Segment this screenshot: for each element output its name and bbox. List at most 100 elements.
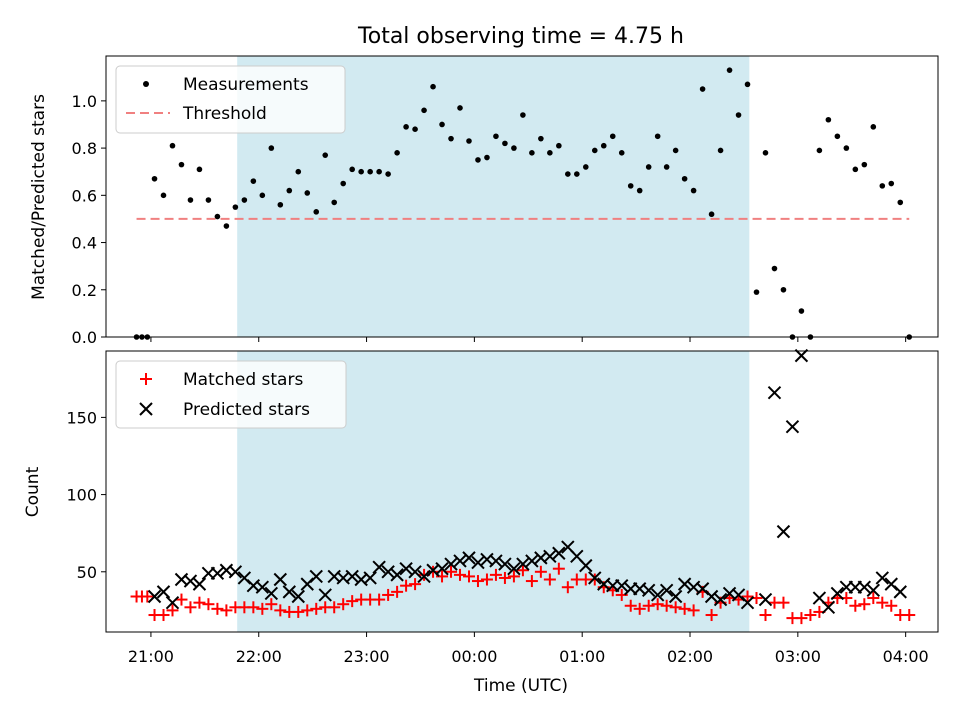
bottom-predicted-points <box>147 348 907 615</box>
measurement-point <box>574 171 580 177</box>
matched-star-point <box>651 598 664 611</box>
predicted-star-point <box>444 557 458 571</box>
measurement-point <box>457 105 463 111</box>
predicted-star-point <box>785 419 800 434</box>
x-tick-label: 23:00 <box>344 647 390 666</box>
measurement-point <box>753 289 760 295</box>
measurement-point <box>663 164 670 170</box>
matched-star-point <box>498 571 511 584</box>
measurement-point <box>394 150 400 156</box>
measurement-point <box>744 81 751 88</box>
matched-star-point <box>292 605 305 618</box>
matched-star-point <box>777 596 790 609</box>
measurement-point <box>502 140 508 147</box>
measurement-point <box>529 150 535 156</box>
measurement-point <box>484 154 490 161</box>
measurement-point <box>726 67 733 73</box>
measurement-point <box>358 168 364 175</box>
matched-star-point <box>301 604 314 617</box>
matched-star-point <box>678 602 691 615</box>
measurement-point <box>367 168 373 175</box>
predicted-star-point <box>767 385 782 400</box>
predicted-star-point <box>345 569 359 584</box>
measurement-point <box>241 197 248 203</box>
matched-star-point <box>256 602 269 615</box>
predicted-star-point <box>498 557 512 571</box>
matched-star-point <box>660 599 673 612</box>
measurement-point <box>762 150 769 156</box>
predicted-star-point <box>588 571 602 585</box>
measurement-point <box>556 142 562 149</box>
bottom-y-ticks: 50 100 150 <box>66 408 106 582</box>
measurement-point <box>636 187 643 194</box>
bottom-y-axis-label: Count <box>23 466 43 517</box>
top-y-tick-label: 0.4 <box>72 234 97 253</box>
predicted-star-point <box>282 585 296 599</box>
matched-star-point <box>876 596 889 609</box>
top-plot-frame <box>105 55 939 338</box>
matched-star-point <box>391 585 404 598</box>
matched-star-point <box>471 575 484 588</box>
predicted-star-point <box>318 588 332 602</box>
matched-star-point <box>211 602 224 615</box>
predicted-star-point <box>507 561 521 576</box>
measurement-point <box>349 166 355 173</box>
matched-star-point <box>409 578 422 591</box>
predicted-star-point <box>579 558 593 573</box>
bottom-y-tick-label: 150 <box>66 408 97 427</box>
top-y-tick-label: 0.8 <box>72 139 97 158</box>
measurement-point <box>717 147 724 154</box>
bottom-legend-box <box>115 360 347 429</box>
measurement-point <box>475 157 481 163</box>
matched-star-point <box>202 598 215 611</box>
measurement-point <box>232 204 239 210</box>
measurement-point <box>816 147 823 154</box>
measurement-point <box>151 175 158 182</box>
bottom-matched-points <box>130 562 916 625</box>
predicted-star-point <box>183 574 198 588</box>
measurement-point <box>403 124 409 130</box>
x-tick-label: 01:00 <box>559 647 605 666</box>
x-axis-label: Time (UTC) <box>473 676 568 696</box>
predicted-star-point <box>273 572 288 587</box>
matched-star-point <box>220 604 233 617</box>
measurement-point <box>870 124 877 130</box>
predicted-star-point <box>228 565 243 579</box>
measurement-point <box>861 161 868 168</box>
measurement-point <box>771 265 778 272</box>
measurement-point <box>645 164 652 170</box>
predicted-star-point <box>659 583 674 598</box>
matched-star-point <box>561 581 574 594</box>
legend-predicted-label: Predicted stars <box>183 400 310 420</box>
measurement-point <box>843 145 850 151</box>
measurement-point <box>538 135 544 142</box>
measurement-point <box>376 168 382 175</box>
predicted-star-point <box>704 589 719 604</box>
predicted-star-point <box>830 586 845 601</box>
measurement-point <box>160 192 167 199</box>
predicted-star-point <box>857 580 872 594</box>
predicted-star-point <box>255 580 270 594</box>
matched-star-point <box>346 595 359 608</box>
measurement-point <box>286 187 293 194</box>
legend-measurements-marker <box>143 81 149 87</box>
predicted-star-point <box>210 566 225 581</box>
matched-star-point <box>552 562 565 575</box>
predicted-star-point <box>453 554 467 568</box>
predicted-star-point <box>516 557 530 571</box>
x-tick-label: 03:00 <box>775 647 821 666</box>
predicted-star-point <box>435 561 449 576</box>
measurement-point <box>313 209 320 215</box>
predicted-star-point <box>677 577 692 591</box>
legend-matched-marker <box>140 373 152 385</box>
measurement-point <box>340 180 347 187</box>
predicted-star-point <box>893 585 907 599</box>
matched-star-point <box>141 590 154 603</box>
matched-star-point <box>525 575 538 588</box>
matched-star-point <box>166 604 179 617</box>
top-y-tick-label: 0.2 <box>72 281 97 300</box>
matched-star-point <box>193 596 206 609</box>
predicted-star-point <box>615 578 629 593</box>
predicted-star-point <box>875 571 890 585</box>
predicted-star-point <box>650 588 665 602</box>
